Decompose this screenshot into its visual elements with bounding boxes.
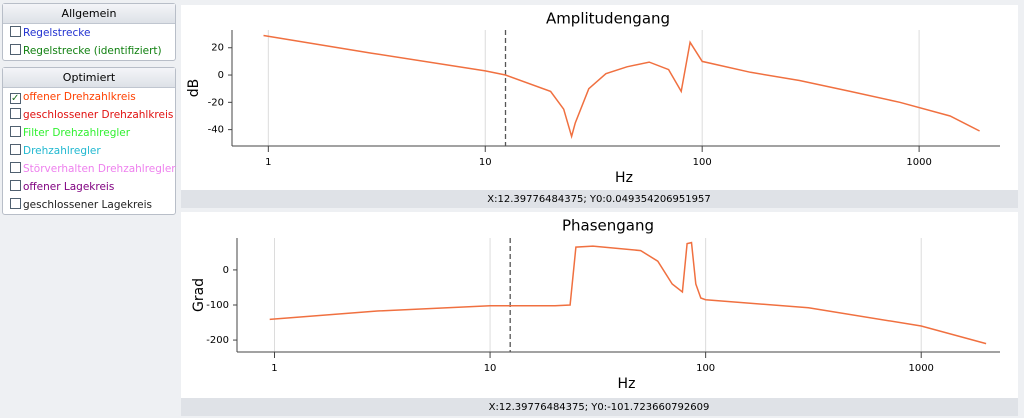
group: Allgemein Regelstrecke Regelstrecke (ident… bbox=[2, 3, 176, 61]
x-tick-label: 100 bbox=[696, 363, 715, 374]
checkbox[interactable] bbox=[10, 44, 21, 55]
status-text: X:12.39776484375; Y0:0.049354206951957 bbox=[487, 194, 710, 205]
sidebar: Allgemein Regelstrecke Regelstrecke (ident… bbox=[2, 3, 176, 221]
y-axis-label: dB bbox=[186, 79, 202, 98]
checkbox[interactable] bbox=[10, 108, 21, 119]
group: Optimiert ✓ offener Drehzahlkreis geschloss… bbox=[2, 67, 176, 215]
y-tick-label: 0 bbox=[218, 70, 224, 81]
item-label: geschlossener Lagekreis bbox=[23, 199, 152, 211]
checkbox[interactable] bbox=[10, 126, 21, 137]
data-line bbox=[263, 34, 980, 140]
x-tick-label: 10 bbox=[479, 157, 492, 168]
chart-title: Phasengang bbox=[562, 217, 654, 235]
x-axis-label: Hz bbox=[618, 376, 636, 392]
status-bar bbox=[181, 398, 1018, 416]
checkbox[interactable]: ✓ bbox=[10, 93, 21, 104]
y-tick-label: -40 bbox=[208, 125, 224, 136]
x-tick-label: 1000 bbox=[906, 157, 931, 168]
item: Störverhalten Drehzahlregler bbox=[3, 160, 176, 178]
item: Filter Drehzahlregler bbox=[3, 124, 175, 142]
item-label: offener Drehzahlkreis bbox=[23, 91, 136, 103]
item-label: Störverhalten Drehzahlregler bbox=[23, 163, 176, 175]
item: geschlossener Drehzahlkreis bbox=[3, 106, 175, 124]
group-title: Optimiert bbox=[3, 68, 175, 88]
y-tick-label: -20 bbox=[208, 97, 224, 108]
data-line bbox=[269, 241, 987, 345]
y-tick-label: -200 bbox=[206, 335, 229, 346]
item-label: offener Lagekreis bbox=[23, 181, 115, 193]
item-label: Drehzahlregler bbox=[23, 145, 101, 157]
item: geschlossener Lagekreis bbox=[3, 196, 175, 214]
y-tick-label: -100 bbox=[206, 300, 229, 311]
x-axis-label: Hz bbox=[615, 170, 633, 186]
chart-panel bbox=[181, 212, 1018, 398]
item: Drehzahlregler bbox=[3, 142, 175, 160]
y-tick-label: 0 bbox=[223, 265, 229, 276]
item: Regelstrecke (identifiziert) bbox=[3, 42, 175, 60]
checkbox[interactable] bbox=[10, 198, 21, 209]
chart-panel bbox=[181, 5, 1018, 190]
x-tick-label: 10 bbox=[484, 363, 497, 374]
x-tick-label: 1 bbox=[271, 363, 277, 374]
item: ✓ offener Drehzahlkreis bbox=[3, 88, 175, 106]
item: offener Lagekreis bbox=[3, 178, 175, 196]
chart-title: Amplitudengang bbox=[546, 10, 670, 28]
x-tick-label: 100 bbox=[693, 157, 712, 168]
checkbox[interactable] bbox=[10, 180, 21, 191]
checkbox[interactable] bbox=[10, 144, 21, 155]
item-label: geschlossener Drehzahlkreis bbox=[23, 109, 174, 121]
y-tick-label: 20 bbox=[211, 43, 224, 54]
item-label: Filter Drehzahlregler bbox=[23, 127, 131, 139]
x-tick-label: 1 bbox=[265, 157, 271, 168]
x-tick-label: 1000 bbox=[908, 363, 933, 374]
item-label: Regelstrecke bbox=[23, 27, 91, 39]
item: Regelstrecke bbox=[3, 24, 175, 42]
status-bar bbox=[181, 190, 1018, 208]
checkbox[interactable] bbox=[10, 26, 21, 37]
item-label: Regelstrecke (identifiziert) bbox=[23, 45, 162, 57]
y-axis-label: Grad bbox=[191, 278, 207, 312]
status-text: X:12.39776484375; Y0:-101.723660792609 bbox=[489, 402, 710, 413]
checkbox[interactable] bbox=[10, 162, 21, 173]
group-title: Allgemein bbox=[3, 4, 175, 24]
